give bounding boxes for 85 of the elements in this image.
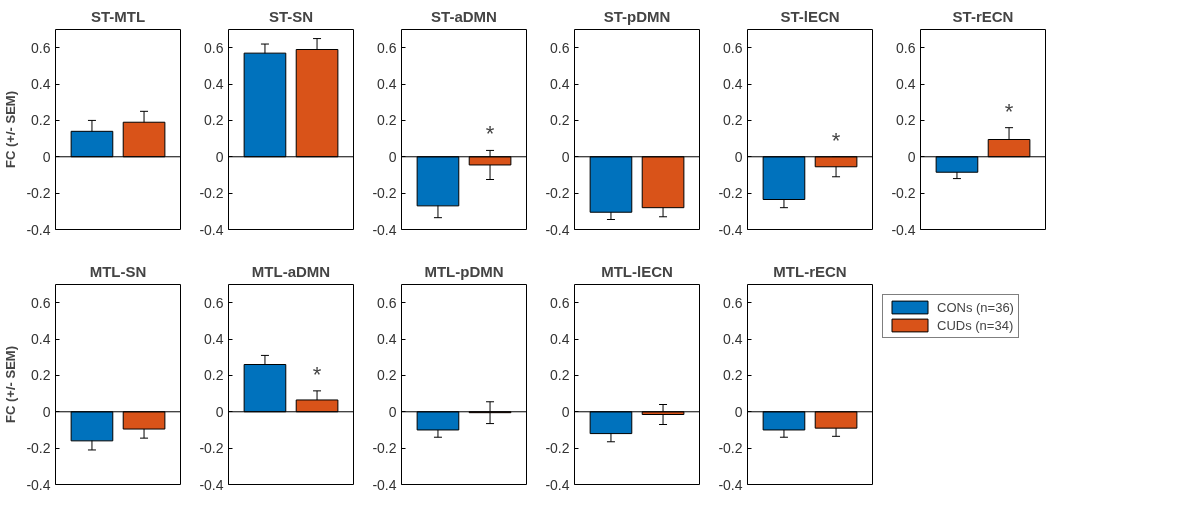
y-tick-label: -0.4 <box>26 476 51 493</box>
y-tick-label: 0 <box>42 403 51 420</box>
y-tick-label: 0 <box>734 403 743 420</box>
y-tick-label: 0.2 <box>377 367 397 384</box>
y-tick-label: -0.2 <box>372 185 397 202</box>
y-tick-label: -0.2 <box>199 440 224 457</box>
y-tick-label: -0.4 <box>545 221 570 238</box>
y-tick-label: -0.4 <box>199 221 224 238</box>
y-tick-label: 0 <box>388 148 397 165</box>
y-tick-label: -0.2 <box>718 440 743 457</box>
chart-title: ST-MTL <box>90 7 146 25</box>
y-tick-label: 0.2 <box>377 112 397 129</box>
y-tick-label: 0.2 <box>31 112 51 129</box>
y-tick-label: 0.2 <box>204 367 224 384</box>
y-tick-label: -0.4 <box>718 221 743 238</box>
annotation: * <box>485 121 495 147</box>
annotation: * <box>831 127 841 153</box>
y-tick-label: 0.6 <box>31 39 51 56</box>
y-tick-label: -0.4 <box>26 221 51 238</box>
y-tick-label: 0.6 <box>31 294 51 311</box>
y-tick-label: 0.4 <box>377 76 397 93</box>
y-tick-label: 0 <box>907 148 916 165</box>
y-tick-label: 0.2 <box>723 367 743 384</box>
chart-title: MTL-rECN <box>773 262 847 280</box>
y-tick-label: 0.2 <box>723 112 743 129</box>
y-tick-label: 0.6 <box>377 39 397 56</box>
y-tick-label: -0.2 <box>545 440 570 457</box>
y-tick-label: 0.4 <box>550 76 570 93</box>
chart-title: MTL-pDMN <box>424 262 504 280</box>
chart-title: MTL-SN <box>89 262 147 280</box>
y-tick-label: 0 <box>215 403 224 420</box>
y-tick-label: 0.4 <box>896 76 916 93</box>
y-tick-label: 0 <box>561 148 570 165</box>
y-tick-label: 0.6 <box>204 39 224 56</box>
chart-title: ST-rECN <box>952 7 1014 25</box>
chart-title: MTL-lECN <box>601 262 673 280</box>
y-tick-label: -0.2 <box>199 185 224 202</box>
y-tick-label: 0.4 <box>550 331 570 348</box>
y-tick-label: -0.2 <box>372 440 397 457</box>
chart-title: ST-SN <box>268 7 314 25</box>
y-tick-label: 0.4 <box>204 331 224 348</box>
y-tick-label: 0 <box>388 403 397 420</box>
y-tick-label: -0.4 <box>372 476 397 493</box>
y-tick-label: 0.6 <box>550 294 570 311</box>
y-tick-label: -0.4 <box>199 476 224 493</box>
y-tick-label: 0.6 <box>204 294 224 311</box>
y-tick-label: 0.2 <box>204 112 224 129</box>
y-tick-label: -0.4 <box>545 476 570 493</box>
chart-title: ST-lECN <box>780 7 840 25</box>
y-tick-label: 0.6 <box>723 39 743 56</box>
legend-label: CUDs (n=34) <box>937 317 1014 333</box>
chart-title: ST-aDMN <box>431 7 497 25</box>
y-tick-label: 0 <box>42 148 51 165</box>
y-tick-label: -0.2 <box>718 185 743 202</box>
y-tick-label: -0.2 <box>26 185 51 202</box>
y-axis-title: FC (+/- SEM) <box>3 346 19 423</box>
y-tick-label: 0 <box>561 403 570 420</box>
chart-title: MTL-aDMN <box>251 262 331 280</box>
legend-label: CONs (n=36) <box>937 299 1014 315</box>
y-tick-label: -0.2 <box>545 185 570 202</box>
y-tick-label: -0.2 <box>26 440 51 457</box>
y-tick-label: 0.4 <box>723 331 743 348</box>
y-tick-label: -0.4 <box>718 476 743 493</box>
annotation: * <box>1004 98 1014 124</box>
y-tick-label: 0.6 <box>550 39 570 56</box>
y-tick-label: 0.2 <box>896 112 916 129</box>
chart-title: ST-pDMN <box>603 7 671 25</box>
y-tick-label: -0.4 <box>891 221 916 238</box>
y-tick-label: 0.6 <box>896 39 916 56</box>
y-tick-label: 0.4 <box>31 331 51 348</box>
y-axis-title: FC (+/- SEM) <box>3 91 19 168</box>
y-tick-label: 0 <box>215 148 224 165</box>
y-tick-label: 0.4 <box>31 76 51 93</box>
y-tick-label: -0.4 <box>372 221 397 238</box>
y-tick-label: 0.6 <box>723 294 743 311</box>
y-tick-label: 0.2 <box>550 112 570 129</box>
y-tick-label: 0.6 <box>377 294 397 311</box>
y-tick-label: 0.4 <box>723 76 743 93</box>
y-tick-label: 0 <box>734 148 743 165</box>
y-tick-label: 0.2 <box>550 367 570 384</box>
y-tick-label: 0.4 <box>204 76 224 93</box>
annotation: * <box>312 361 322 387</box>
y-tick-label: 0.4 <box>377 331 397 348</box>
y-tick-label: 0.2 <box>31 367 51 384</box>
y-tick-label: -0.2 <box>891 185 916 202</box>
